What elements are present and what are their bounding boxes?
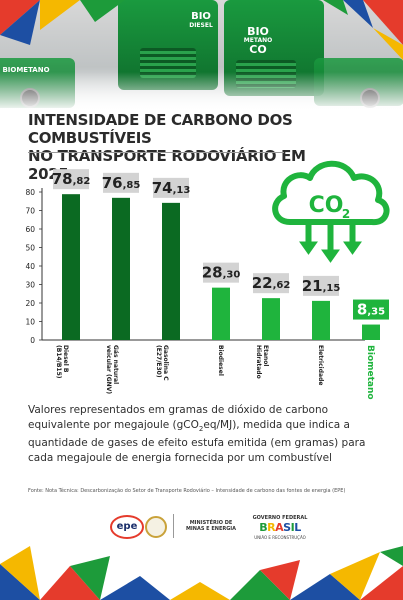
logo-divider <box>173 514 174 538</box>
data-label-box <box>153 177 189 198</box>
bar <box>112 197 130 340</box>
x-tick-label: Gasolina C(E27/E30) <box>155 345 169 381</box>
svg-text:2: 2 <box>342 207 350 221</box>
y-tick-label: 80 <box>25 188 35 197</box>
data-label-box <box>303 275 339 296</box>
x-tick-label: Biodiesel <box>217 345 224 376</box>
data-label: 74,13 <box>152 179 191 197</box>
anniversary-seal-icon <box>145 516 167 538</box>
bar-chart: 0 10 20 30 40 50 60 70 80 78,82 Diesel B(B14/B15)… <box>25 160 390 400</box>
decorative-triangles-top-right <box>323 0 403 60</box>
y-tick-label: 40 <box>25 262 35 271</box>
y-tick-label: 30 <box>25 281 35 290</box>
data-label-box <box>253 273 289 294</box>
data-label: 78,82 <box>52 170 91 188</box>
data-label: 76,85 <box>102 174 141 192</box>
brasil-logo: BRASIL <box>259 521 301 534</box>
x-tick-label: EtanolHidratado <box>255 345 269 379</box>
chart-footnote: Valores representados em gramas de dióxi… <box>28 404 366 464</box>
data-label-box <box>53 169 89 190</box>
x-tick-label: Biometano <box>365 345 375 400</box>
hero-truck-photo: BIOMETANO BIO DIESEL BIO METANO CO <box>0 0 403 112</box>
truck-label: BIO METANO CO <box>243 25 273 56</box>
bar <box>312 300 330 340</box>
x-tick-label: Gás naturalveicular (GNV) <box>105 345 119 394</box>
epe-logo: epe <box>110 515 144 539</box>
data-label: 22,62 <box>252 274 291 292</box>
government-label: GOVERNO FEDERAL <box>252 515 308 521</box>
y-tick-label: 70 <box>25 207 35 216</box>
ministry-logo: MINISTÉRIO DE MINAS E ENERGIA <box>185 520 237 532</box>
y-tick-label: 50 <box>25 244 35 253</box>
title-underline <box>28 152 284 153</box>
y-tick-label: 0 <box>30 336 35 345</box>
bar <box>162 202 180 340</box>
data-label-box <box>203 262 239 283</box>
data-label: 21,15 <box>302 277 341 295</box>
y-tick-label: 20 <box>25 299 35 308</box>
bar <box>62 194 80 340</box>
y-tick-label: 10 <box>25 318 35 327</box>
data-label: 8,35 <box>357 301 385 319</box>
data-label-box <box>353 299 389 320</box>
svg-text:CO: CO <box>309 193 344 218</box>
co2-cloud-icon: CO 2 <box>272 160 390 263</box>
bar <box>362 324 380 340</box>
bar <box>212 287 230 340</box>
bar <box>262 298 280 340</box>
y-tick-label: 60 <box>25 225 35 234</box>
government-slogan: UNIÃO E RECONSTRUÇÃO <box>254 535 306 540</box>
logos-bar: epe MINISTÉRIO DE MINAS E ENERGIA GOVERN… <box>0 506 403 546</box>
source-note: Fonte: Nota Técnica: Descarbonização do … <box>28 488 346 494</box>
data-label: 28,30 <box>202 264 241 282</box>
x-tick-label: Diesel B(B14/B15) <box>55 345 69 379</box>
decorative-triangles-top-left <box>0 0 125 45</box>
x-tick-label: Eletricidade <box>317 345 324 385</box>
data-label-box <box>103 172 139 193</box>
truck-label: BIO DIESEL <box>189 11 213 30</box>
truck-label: BIOMETANO <box>2 66 50 74</box>
decorative-triangles-bottom <box>0 546 403 600</box>
